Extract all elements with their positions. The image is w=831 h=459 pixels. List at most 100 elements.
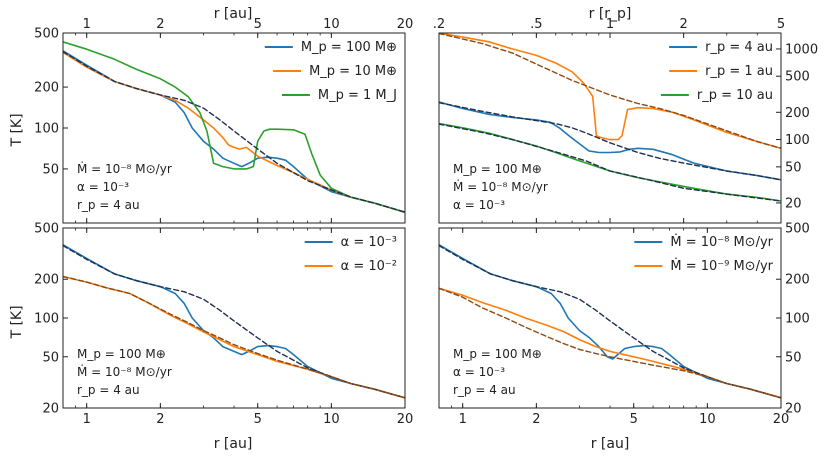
top-right-legend-label: r_p = 10 au (697, 88, 773, 103)
top-left-frame (62, 32, 406, 224)
top-right-xlabel: r [r_p] (589, 6, 632, 22)
top-right-annotation: Ṁ = 10⁻⁸ M⊙/yr (453, 179, 548, 194)
bottom-right-annotation: r_p = 4 au (453, 383, 516, 397)
top-right-xtick-label: 5 (777, 17, 785, 32)
top-left-legend-label: M_p = 10 M⊕ (309, 64, 397, 79)
top-right-legend: r_p = 4 au r_p = 1 au r_p = 10 au (660, 40, 773, 103)
bottom-left-ytick-label: 50 (42, 350, 59, 365)
bottom-left-xtick-label: 20 (397, 412, 414, 427)
top-left-legend-label: M_p = 100 M⊕ (301, 40, 397, 55)
bottom-left-xtick-label: 2 (156, 412, 164, 427)
bottom-left-ytick-label: 500 (34, 222, 59, 237)
top-right-annotation: α = 10⁻³ (453, 198, 505, 212)
top-right-ytick-label: 20 (785, 196, 802, 211)
top-left-annotations: Ṁ = 10⁻⁸ M⊙/yr α = 10⁻³ r_p = 4 au (77, 161, 172, 212)
bottom-right-ytick-label: 50 (785, 350, 802, 365)
top-right-xtick-label: .5 (530, 17, 542, 32)
bottom-left-series-0-line (63, 244, 405, 399)
top-right-dashed-line (439, 33, 781, 149)
top-right-xtick-label: 1 (606, 17, 614, 32)
bottom-right-xlabel: r [au] (591, 436, 630, 452)
top-right-annotation: M_p = 100 M⊕ (453, 162, 542, 176)
bottom-left-ytick-label: 100 (34, 312, 59, 327)
bottom-left-xtick-label: 5 (254, 412, 262, 427)
top-right-ytick-label: 200 (785, 106, 810, 121)
bottom-left-legend: α = 10⁻³ α = 10⁻² (304, 235, 397, 274)
top-left-ytick-label: 50 (42, 162, 59, 177)
bottom-right-ytick-label: 100 (785, 312, 810, 327)
bottom-right-xtick-label: 10 (699, 412, 716, 427)
bottom-right-xtick-label: 1 (459, 412, 467, 427)
top-left-annotation: Ṁ = 10⁻⁸ M⊙/yr (77, 161, 172, 176)
bottom-left-annotation: Ṁ = 10⁻⁸ M⊙/yr (77, 364, 172, 379)
top-left-xlabel: r [au] (214, 6, 253, 22)
bottom-right-lines (439, 244, 781, 399)
bottom-left-frame (62, 227, 406, 409)
top-left-series-2-line (63, 41, 405, 213)
top-right-dashed-line (439, 102, 781, 181)
top-right-ytick-label: 1000 (785, 42, 818, 57)
bottom-right-dashed-line (439, 287, 781, 399)
top-left-ytick-label: 200 (34, 81, 59, 96)
bottom-right-xtick-label: 20 (773, 412, 790, 427)
top-left-minor-ticks (62, 33, 406, 223)
top-left-annotation: α = 10⁻³ (77, 180, 129, 194)
top-right-ytick-label: 50 (785, 160, 802, 175)
bottom-left-xlabel: r [au] (214, 436, 253, 452)
bottom-right-annotation: α = 10⁻³ (453, 365, 505, 379)
bottom-right-ytick-label: 500 (785, 222, 810, 237)
bottom-left-xtick-label: 1 (83, 412, 91, 427)
bottom-left-lines (63, 244, 405, 399)
bottom-left-legend-label: α = 10⁻³ (341, 235, 397, 250)
top-left-legend: M_p = 100 M⊕ M_p = 10 M⊕ M_p = 1 M_J (264, 40, 397, 103)
bottom-right-xtick-label: 2 (532, 412, 540, 427)
bottom-right-xtick-label: 5 (630, 412, 638, 427)
bottom-left-annotation: r_p = 4 au (77, 383, 140, 397)
top-left-xtick-label: 20 (397, 17, 414, 32)
top-left-ytick-label: 500 (34, 27, 59, 42)
bottom-right-annotation: M_p = 100 M⊕ (453, 347, 542, 361)
bottom-right-series-1-line (439, 287, 781, 399)
bottom-left-xtick-label: 10 (323, 412, 340, 427)
bottom-right-legend-label: Ṁ = 10⁻⁸ M⊙/yr (670, 234, 773, 250)
top-left-ytick-label: 100 (34, 122, 59, 137)
top-left-xtick-label: 1 (83, 17, 91, 32)
top-left-annotation: r_p = 4 au (77, 198, 140, 212)
bottom-right-ytick-label: 20 (785, 402, 802, 417)
bottom-right-minor-ticks (438, 228, 782, 408)
bottom-right-legend: Ṁ = 10⁻⁸ M⊙/yr Ṁ = 10⁻⁹ M⊙/yr (634, 234, 774, 274)
bottom-left-minor-ticks (62, 228, 406, 408)
bottom-right-legend-label: Ṁ = 10⁻⁹ M⊙/yr (670, 258, 773, 274)
panel-top-left: 1 2 5 10 20 50 100 200 500 M_p = 100 M⊕ M_p = 10 M… (34, 17, 414, 224)
top-right-legend-label: r_p = 1 au (705, 64, 773, 79)
top-left-xtick-label: 5 (254, 17, 262, 32)
bottom-left-legend-label: α = 10⁻² (341, 259, 397, 274)
top-left-dashed-line (63, 50, 405, 213)
bottom-right-annotations: M_p = 100 M⊕ α = 10⁻³ r_p = 4 au (453, 347, 542, 397)
top-right-ytick-label: 100 (785, 133, 810, 148)
top-left-legend-label: M_p = 1 M_J (318, 88, 397, 103)
top-right-series-1-line (439, 33, 781, 150)
top-left-xtick-label: 10 (323, 17, 340, 32)
top-right-ytick-label: 500 (785, 70, 810, 85)
top-right-annotations: M_p = 100 M⊕ Ṁ = 10⁻⁸ M⊙/yr α = 10⁻³ (453, 162, 548, 212)
top-ylabel: T [K] (9, 113, 25, 147)
bottom-left-annotations: M_p = 100 M⊕ Ṁ = 10⁻⁸ M⊙/yr r_p = 4 au (77, 347, 172, 397)
bottom-right-frame (438, 227, 782, 409)
panel-bottom-left: 1 2 5 10 20 20 50 100 200 500 α = 10⁻³ α = 10⁻² M_p … (34, 222, 413, 428)
top-left-lines (63, 41, 405, 213)
bottom-left-annotation: M_p = 100 M⊕ (77, 347, 166, 361)
bottom-left-ytick-label: 200 (34, 273, 59, 288)
bottom-left-dashed-line (63, 244, 405, 399)
bottom-right-ytick-label: 200 (785, 273, 810, 288)
top-right-lines (439, 33, 781, 202)
bottom-left-series-1-line (63, 275, 405, 399)
bottom-left-ytick-label: 20 (42, 402, 59, 417)
top-right-legend-label: r_p = 4 au (705, 40, 773, 55)
top-left-xtick-label: 2 (156, 17, 164, 32)
top-right-dashed-line (439, 123, 781, 202)
top-right-xtick-label: 2 (680, 17, 688, 32)
